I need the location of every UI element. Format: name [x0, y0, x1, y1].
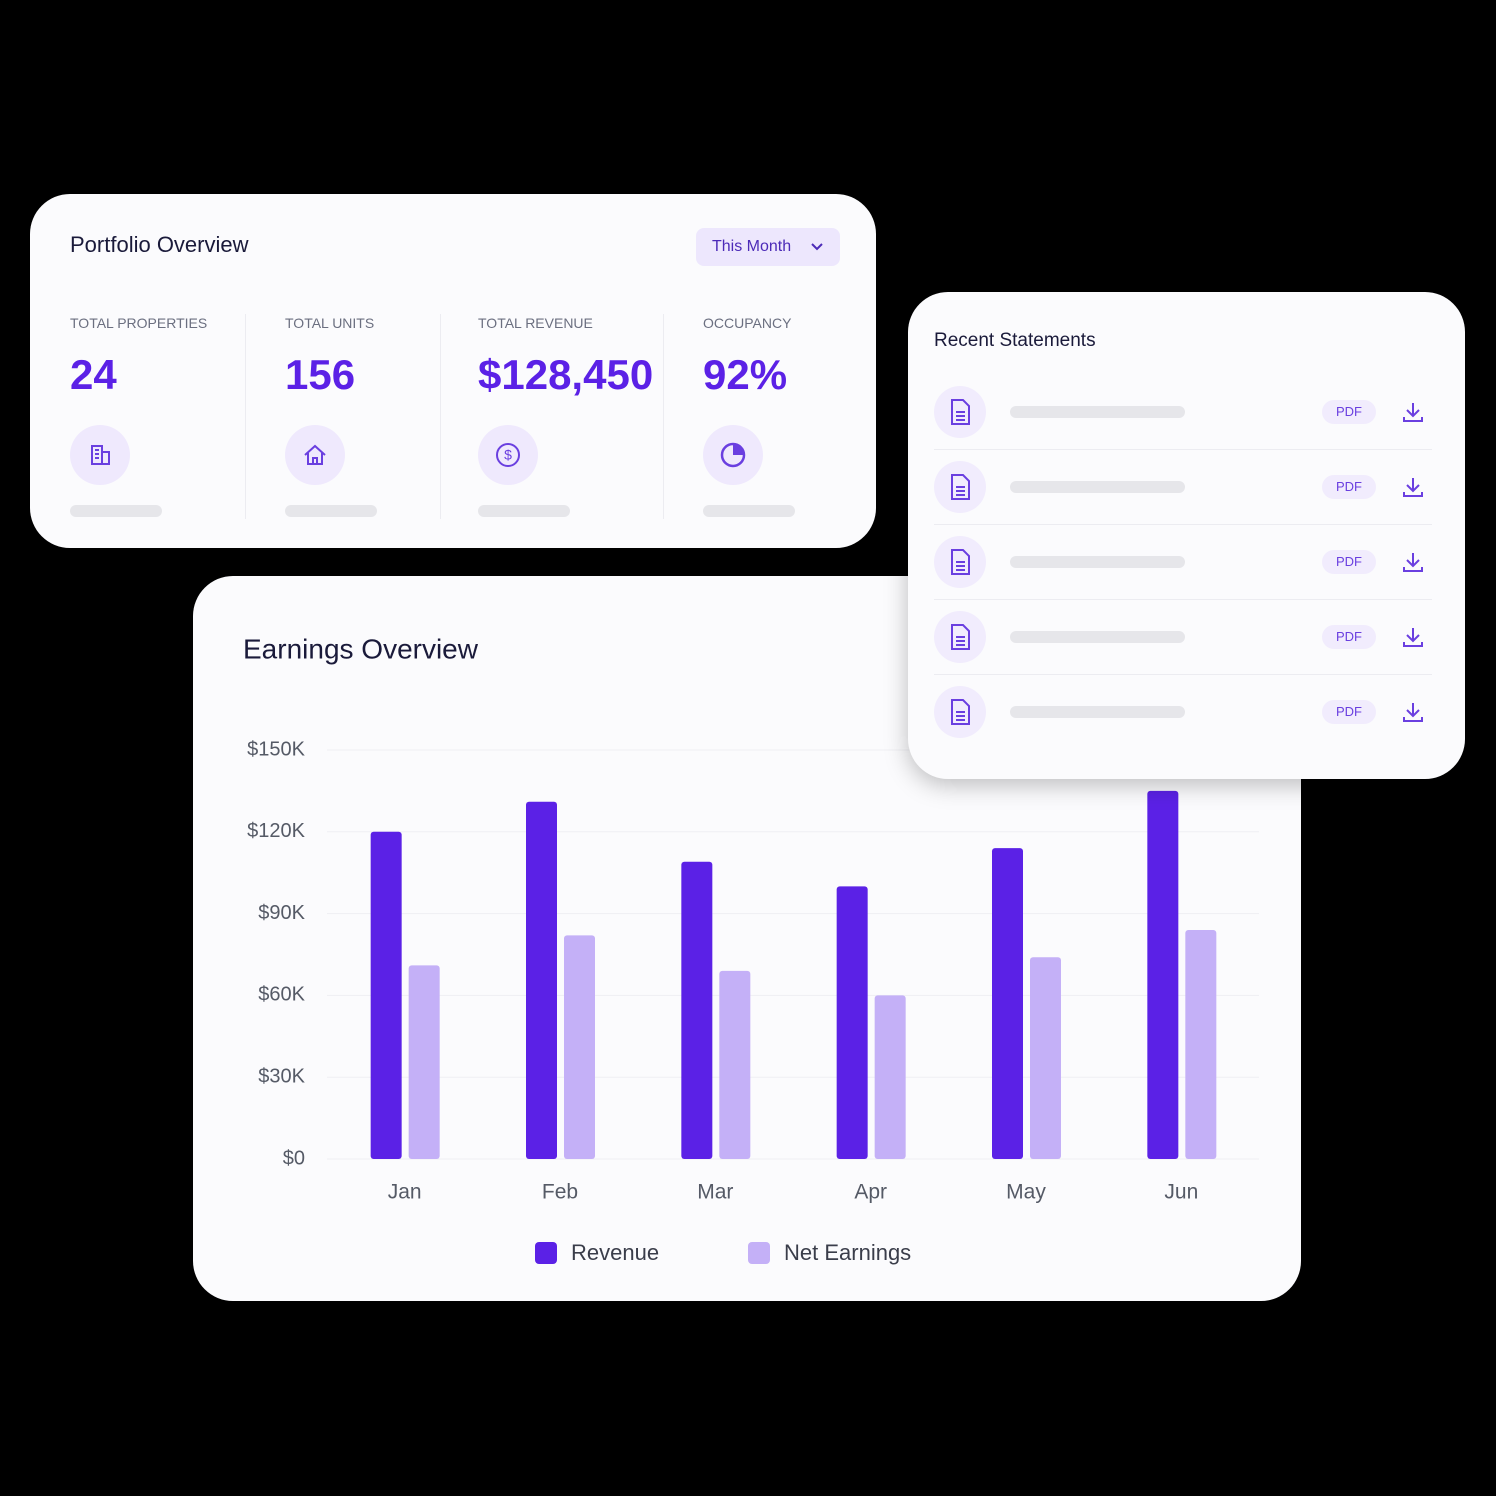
placeholder — [478, 505, 570, 517]
metric-icon — [70, 425, 130, 485]
icon-glyph: $ — [496, 443, 520, 467]
file-icon — [934, 611, 986, 663]
placeholder — [70, 505, 162, 517]
metric-icon — [285, 425, 345, 485]
y-tick-label: $120K — [247, 820, 305, 842]
divider — [663, 314, 664, 519]
metric-label: OCCUPANCY — [703, 315, 792, 331]
file-badge: PDF — [1322, 625, 1376, 649]
legend-label: Net Earnings — [784, 1240, 911, 1265]
portfolio-card: Portfolio Overview This Month TOTAL PROP… — [30, 194, 876, 548]
placeholder — [1010, 631, 1185, 643]
x-tick-label: Apr — [854, 1181, 887, 1204]
icon-glyph — [951, 699, 970, 725]
download-button[interactable] — [1401, 400, 1425, 424]
bar — [992, 848, 1023, 1159]
y-tick-label: $0 — [283, 1147, 305, 1169]
download-button[interactable] — [1401, 475, 1425, 499]
placeholder — [703, 505, 795, 517]
placeholder — [1010, 406, 1185, 418]
bar — [408, 965, 440, 1159]
icon-glyph — [720, 442, 746, 468]
icon-glyph — [951, 549, 970, 575]
file-badge: PDF — [1322, 700, 1376, 724]
statements-card: Recent Statements PDF PDF PDF PDF PDF — [908, 292, 1465, 779]
metric-value: 92% — [703, 351, 788, 398]
icon-glyph — [951, 624, 970, 650]
file-badge: PDF — [1322, 550, 1376, 574]
dropdown-label: This Month — [712, 238, 792, 255]
file-icon — [934, 536, 986, 588]
metric-value: 24 — [70, 351, 117, 398]
legend-swatch — [748, 1242, 770, 1264]
bar — [526, 801, 557, 1159]
metric-label: TOTAL UNITS — [285, 315, 375, 331]
download-button[interactable] — [1401, 550, 1425, 574]
y-tick-label: $30K — [258, 1065, 305, 1087]
icon-glyph — [951, 399, 970, 425]
x-tick-label: May — [1006, 1181, 1046, 1204]
download-button[interactable] — [1401, 625, 1425, 649]
placeholder — [1010, 481, 1185, 493]
download-icon — [1403, 403, 1423, 422]
chart-title: Earnings Overview — [243, 633, 479, 664]
file-icon — [934, 386, 986, 438]
icon-glyph — [951, 474, 970, 500]
placeholder — [1010, 556, 1185, 568]
file-badge: PDF — [1322, 400, 1376, 424]
y-tick-label: $60K — [258, 984, 305, 1006]
x-tick-label: Feb — [542, 1181, 578, 1204]
x-tick-label: Jan — [388, 1181, 422, 1204]
placeholder — [285, 505, 377, 517]
metric-value: 156 — [285, 351, 356, 398]
icon-glyph — [304, 444, 326, 465]
legend-label: Revenue — [571, 1240, 659, 1265]
download-icon — [1403, 628, 1423, 647]
file-icon — [934, 461, 986, 513]
bar — [370, 831, 402, 1159]
chevron-icon — [811, 243, 823, 251]
download-button[interactable] — [1401, 700, 1425, 724]
metric-icon: $ — [478, 425, 538, 485]
card-title: Portfolio Overview — [70, 232, 249, 257]
chart: Earnings Overview $0 $30K $60K $90K $120K $15… — [243, 633, 1259, 1265]
row-separator — [934, 599, 1432, 600]
metric-label: TOTAL REVENUE — [478, 315, 593, 331]
placeholder — [1010, 706, 1185, 718]
metric-icon — [703, 425, 763, 485]
bar — [836, 886, 868, 1159]
legend-swatch — [535, 1242, 557, 1264]
download-icon — [1403, 553, 1423, 572]
x-tick-label: Jun — [1164, 1181, 1198, 1204]
y-tick-label: $90K — [258, 902, 305, 924]
svg-text:$: $ — [504, 447, 512, 463]
row-separator — [934, 674, 1432, 675]
card-title: Recent Statements — [934, 330, 1096, 351]
bar — [681, 861, 713, 1159]
metric-value: $128,450 — [478, 351, 654, 398]
row-separator — [934, 449, 1432, 450]
download-icon — [1403, 478, 1423, 497]
bar — [874, 995, 906, 1159]
file-icon — [934, 686, 986, 738]
y-tick-label: $150K — [247, 738, 305, 760]
divider — [245, 314, 246, 519]
bar — [1030, 957, 1061, 1159]
file-badge: PDF — [1322, 475, 1376, 499]
bar — [1185, 929, 1217, 1159]
bar — [719, 970, 751, 1159]
bar — [564, 935, 595, 1159]
metric-label: TOTAL PROPERTIES — [70, 315, 208, 331]
row-separator — [934, 524, 1432, 525]
icon-glyph — [91, 445, 110, 465]
bar — [1147, 790, 1179, 1159]
divider — [440, 314, 441, 519]
period-dropdown[interactable]: This Month — [696, 228, 840, 266]
x-tick-label: Mar — [697, 1181, 733, 1204]
download-icon — [1403, 703, 1423, 722]
